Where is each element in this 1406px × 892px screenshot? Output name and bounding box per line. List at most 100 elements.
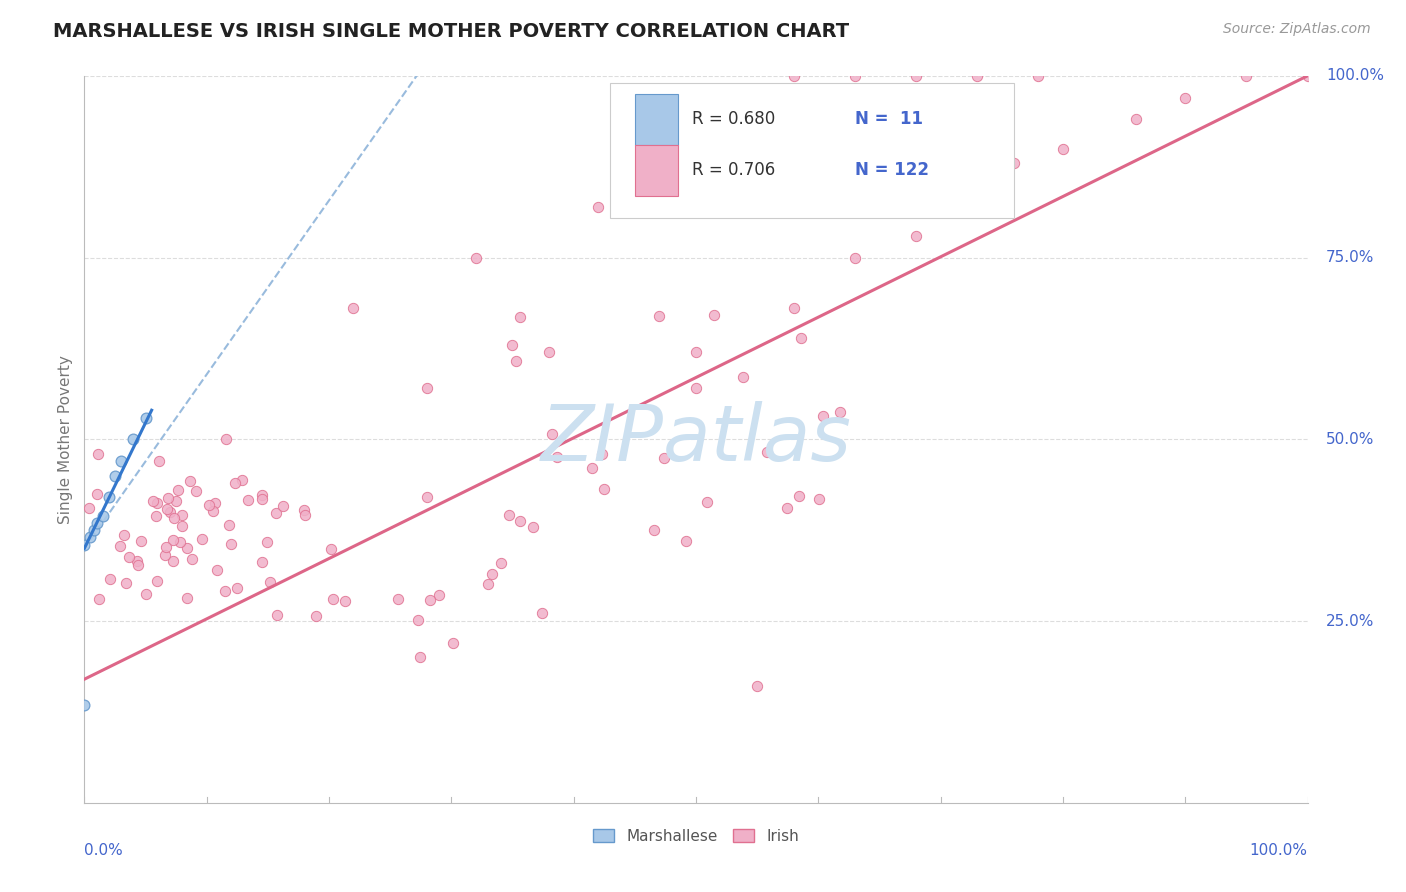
Point — [104, 468, 127, 483]
FancyBboxPatch shape — [610, 83, 1014, 218]
Point — [783, 301, 806, 316]
Point — [108, 540, 131, 554]
Point — [238, 493, 260, 508]
Text: R = 0.706: R = 0.706 — [692, 161, 776, 179]
Point — [509, 514, 531, 528]
Point — [86, 516, 108, 530]
Point — [333, 594, 356, 608]
Point — [207, 563, 229, 577]
Point — [226, 581, 249, 595]
Point — [811, 409, 834, 423]
Point — [73, 698, 96, 712]
Text: 0.0%: 0.0% — [84, 843, 124, 858]
Point — [685, 381, 707, 395]
Point — [172, 508, 194, 522]
Point — [197, 498, 219, 512]
Point — [127, 558, 149, 572]
Point — [135, 587, 157, 601]
Point — [176, 591, 198, 606]
Point — [505, 353, 527, 368]
Point — [83, 523, 105, 537]
Point — [87, 447, 110, 461]
Point — [214, 583, 236, 598]
Point — [966, 69, 988, 83]
Point — [905, 69, 928, 83]
Point — [464, 251, 486, 265]
Point — [115, 576, 138, 591]
Point — [905, 228, 928, 243]
Point — [273, 500, 295, 514]
Text: 75.0%: 75.0% — [1326, 250, 1374, 265]
Y-axis label: Single Mother Poverty: Single Mother Poverty — [58, 355, 73, 524]
Point — [219, 537, 242, 551]
Point — [807, 492, 830, 507]
Point — [416, 381, 439, 395]
Point — [756, 445, 779, 459]
Point — [97, 491, 120, 505]
Point — [953, 200, 976, 214]
Text: R = 0.680: R = 0.680 — [692, 111, 776, 128]
FancyBboxPatch shape — [636, 94, 678, 145]
Point — [146, 496, 169, 510]
Point — [1236, 69, 1258, 83]
Text: 100.0%: 100.0% — [1326, 69, 1384, 83]
Point — [179, 474, 201, 488]
Point — [789, 331, 811, 345]
Point — [747, 680, 769, 694]
Point — [319, 542, 342, 557]
Point — [114, 527, 136, 541]
Point — [593, 482, 616, 496]
Point — [581, 460, 603, 475]
Legend: Marshallese, Irish: Marshallese, Irish — [586, 822, 806, 850]
Point — [531, 606, 554, 620]
Text: MARSHALLESE VS IRISH SINGLE MOTHER POVERTY CORRELATION CHART: MARSHALLESE VS IRISH SINGLE MOTHER POVER… — [53, 22, 849, 41]
Point — [652, 451, 675, 466]
Point — [1296, 69, 1319, 83]
Point — [703, 308, 725, 322]
Point — [387, 591, 409, 606]
Point — [830, 405, 852, 419]
Point — [224, 476, 246, 491]
Point — [1028, 69, 1050, 83]
Point — [416, 491, 439, 505]
Point — [489, 556, 512, 570]
Point — [156, 491, 179, 505]
Point — [122, 432, 145, 446]
Point — [522, 520, 544, 534]
Point — [172, 519, 194, 533]
Point — [783, 69, 806, 83]
Point — [696, 495, 718, 509]
Point — [477, 577, 499, 591]
Point — [231, 473, 253, 487]
Text: Source: ZipAtlas.com: Source: ZipAtlas.com — [1223, 22, 1371, 37]
Point — [165, 493, 187, 508]
Point — [89, 592, 111, 607]
Point — [643, 523, 665, 537]
Point — [86, 487, 108, 501]
Point — [1174, 90, 1197, 104]
Point — [163, 511, 186, 525]
Point — [252, 488, 274, 502]
Point — [129, 533, 152, 548]
FancyBboxPatch shape — [636, 145, 678, 195]
Point — [844, 69, 866, 83]
Point — [159, 505, 181, 519]
Point — [441, 636, 464, 650]
Point — [509, 310, 531, 324]
Point — [406, 613, 429, 627]
Point — [1002, 156, 1025, 170]
Text: N = 122: N = 122 — [855, 161, 929, 179]
Point — [266, 608, 288, 623]
Point — [162, 533, 184, 548]
Point — [409, 650, 432, 665]
Text: 100.0%: 100.0% — [1250, 843, 1308, 858]
Point — [202, 503, 225, 517]
Point — [250, 491, 273, 506]
Point — [844, 251, 866, 265]
Point — [125, 554, 148, 568]
Point — [256, 535, 278, 549]
Point — [731, 370, 754, 384]
Point — [541, 426, 564, 441]
Point — [145, 508, 167, 523]
Point — [142, 493, 165, 508]
